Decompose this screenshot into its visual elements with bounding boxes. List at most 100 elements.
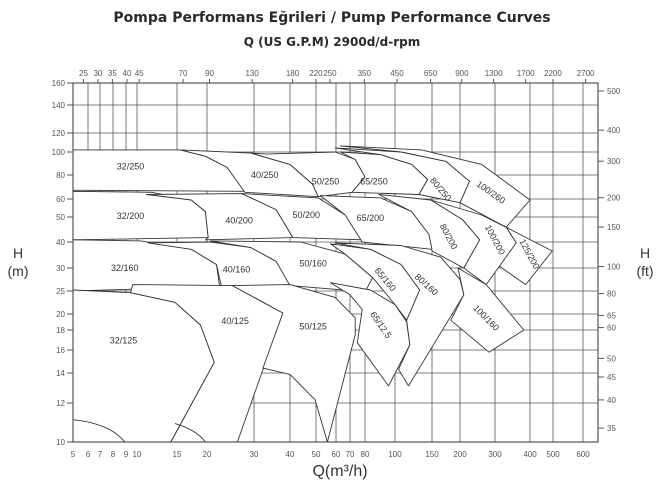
region-label-32-160: 32/160: [111, 263, 139, 273]
right-tick-label: 50: [607, 354, 616, 363]
y-tick-label: 14: [56, 369, 65, 378]
top-tick-label: 350: [358, 69, 372, 78]
right-tick-label: 100: [607, 263, 621, 272]
x-tick-label: 150: [425, 450, 439, 459]
x-tick-label: 300: [488, 450, 502, 459]
region-label-65-200: 65/200: [357, 213, 385, 223]
right-tick-label: 500: [607, 87, 621, 96]
region-label-32-250: 32/250: [117, 161, 145, 171]
region-label-40-200: 40/200: [225, 216, 253, 226]
right-tick-label: 45: [607, 373, 616, 382]
y-tick-label: 10: [56, 438, 65, 447]
top-tick-label: 40: [123, 69, 132, 78]
right-tick-label: 40: [607, 396, 616, 405]
right-tick-label: 300: [607, 157, 621, 166]
region-label-32-200: 32/200: [117, 211, 145, 221]
region-50-250: [250, 151, 366, 198]
y-tick-label: 12: [56, 399, 65, 408]
right-tick-label: 65: [607, 311, 616, 320]
y-tick-label: 60: [56, 195, 65, 204]
chart-subtitle: Q (US G.P.M) 2900d/d-rpm: [244, 35, 421, 49]
right-tick-label: 150: [607, 223, 621, 232]
x-tick-label: 7: [98, 450, 103, 459]
region-label-50-200: 50/200: [293, 210, 321, 220]
top-tick-label: 650: [424, 69, 438, 78]
x-tick-label: 400: [523, 450, 537, 459]
right-tick-label: 80: [607, 290, 616, 299]
region-label-50-160: 50/160: [299, 258, 327, 268]
x-tick-label: 6: [86, 450, 91, 459]
region-label-40-250: 40/250: [251, 170, 279, 180]
right-tick-label: 35: [607, 424, 616, 433]
y-tick-label: 20: [56, 310, 65, 319]
top-tick-label: 35: [108, 69, 117, 78]
region-65-160: [329, 243, 421, 321]
region-65-200: [319, 195, 433, 250]
region-65-250: [339, 151, 429, 195]
top-tick-label: 2200: [544, 69, 562, 78]
x-tick-label: 5: [71, 450, 76, 459]
x-tick-label: 10: [133, 450, 142, 459]
top-tick-label: 900: [455, 69, 469, 78]
x-tick-label: 200: [453, 450, 467, 459]
x-tick-label: 30: [250, 450, 259, 459]
region-label-40-125: 40/125: [221, 316, 249, 326]
y-tick-label: 160: [52, 79, 66, 88]
right-tick-label: 60: [607, 324, 616, 333]
region-65-12-5: [329, 282, 411, 387]
x-tick-label: 100: [388, 450, 402, 459]
x-tick-label: 500: [546, 450, 560, 459]
right-tick-label: 200: [607, 194, 621, 203]
curve-line: [174, 423, 206, 443]
curve-line: [72, 419, 126, 443]
y-axis-right-label-unit: (ft): [636, 263, 653, 279]
region-label-32-125: 32/125: [110, 336, 138, 346]
top-tick-label: 70: [179, 69, 188, 78]
region-label-50-125: 50/125: [299, 322, 327, 332]
top-tick-label: 2700: [577, 69, 595, 78]
y-axis-right-label-h: H: [640, 245, 650, 261]
y-tick-label: 100: [52, 148, 66, 157]
top-tick-label: 45: [135, 69, 144, 78]
top-tick-label: 1700: [517, 69, 535, 78]
y-tick-label: 25: [56, 287, 65, 296]
x-tick-label: 40: [286, 450, 295, 459]
top-tick-label: 250: [323, 69, 337, 78]
x-tick-label: 8: [111, 450, 116, 459]
top-tick-label: 220: [309, 69, 323, 78]
y-tick-label: 18: [56, 326, 65, 335]
x-tick-label: 9: [124, 450, 129, 459]
plot-frame: [72, 82, 599, 443]
top-tick-label: 1300: [485, 69, 503, 78]
y-axis-left-label-unit: (m): [8, 263, 29, 279]
top-tick-label: 25: [79, 69, 88, 78]
region-label-40-160: 40/160: [223, 265, 251, 275]
y-tick-label: 40: [56, 238, 65, 247]
x-tick-label: 20: [203, 450, 212, 459]
y-axis-left-label-h: H: [13, 245, 23, 261]
x-tick-label: 60: [332, 450, 341, 459]
top-tick-label: 30: [93, 69, 102, 78]
y-tick-label: 80: [56, 171, 65, 180]
x-tick-label: 80: [361, 450, 370, 459]
chart-title: Pompa Performans Eğrileri / Pump Perform…: [113, 10, 550, 26]
x-tick-label: 50: [312, 450, 321, 459]
x-tick-label: 600: [576, 450, 590, 459]
y-tick-label: 30: [56, 264, 65, 273]
x-axis-label: Q(m³/h): [312, 463, 367, 480]
x-tick-label: 70: [346, 450, 355, 459]
y-tick-label: 140: [52, 101, 66, 110]
top-tick-label: 180: [286, 69, 300, 78]
x-tick-label: 15: [173, 450, 182, 459]
region-label-50-250: 50/250: [312, 177, 340, 187]
axis-ticks: 5 6 7 8 9 10 15 20 30 40 50 60 70 80 100 150 200 300 400 50…: [52, 69, 621, 459]
top-tick-label: 130: [245, 69, 259, 78]
right-tick-label: 400: [607, 126, 621, 135]
y-tick-label: 120: [52, 129, 66, 138]
top-tick-label: 450: [390, 69, 404, 78]
y-tick-label: 16: [56, 346, 65, 355]
region-label-65-250: 65/250: [360, 177, 388, 187]
top-tick-label: 90: [205, 69, 214, 78]
